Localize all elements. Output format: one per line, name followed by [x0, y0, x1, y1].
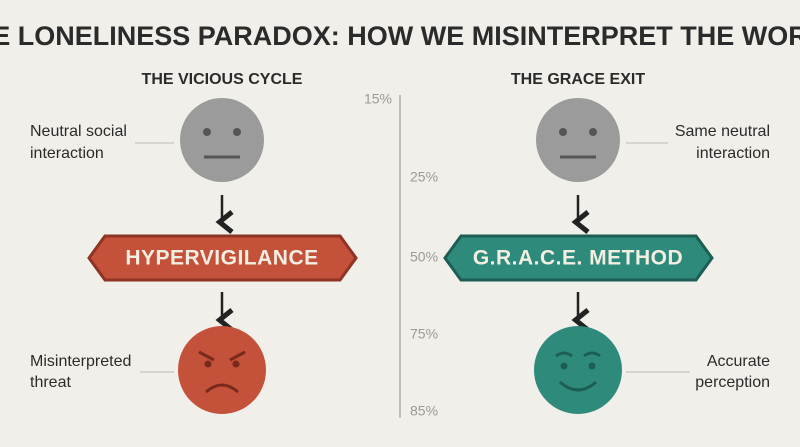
- mouth: [205, 383, 239, 394]
- scale-label: 85%: [410, 403, 438, 419]
- banner-text: G.R.A.C.E. METHOD: [473, 247, 683, 270]
- scale-label: 15%: [364, 91, 392, 107]
- banner-text: HYPERVIGILANCE: [125, 247, 318, 270]
- eye: [232, 360, 240, 368]
- bottom-label: Misinterpreted: [30, 353, 131, 370]
- bottom-label: perception: [695, 374, 770, 391]
- brows: [555, 351, 601, 358]
- eye: [588, 362, 596, 370]
- title: THE LONELINESS PARADOX: HOW WE MISINTERP…: [0, 21, 800, 51]
- heading: THE GRACE EXIT: [511, 71, 645, 88]
- neutral-face: [536, 98, 620, 182]
- eye: [560, 362, 568, 370]
- top-label: interaction: [30, 145, 104, 162]
- eye: [559, 128, 567, 136]
- scale-label: 50%: [410, 249, 438, 265]
- scale-label: 25%: [410, 169, 438, 185]
- banner: [87, 234, 358, 282]
- angry-face: [178, 326, 266, 414]
- neutral-face: [180, 98, 264, 182]
- eye: [204, 360, 212, 368]
- bottom-label: threat: [30, 374, 71, 391]
- eye: [233, 128, 241, 136]
- heading: THE VICIOUS CYCLE: [142, 71, 303, 88]
- eye: [589, 128, 597, 136]
- banner: [443, 234, 714, 282]
- scale-label: 75%: [410, 326, 438, 342]
- eye: [203, 128, 211, 136]
- mouth: [559, 380, 597, 392]
- top-label: interaction: [696, 145, 770, 162]
- brows: [198, 350, 246, 362]
- top-label: Same neutral: [675, 123, 770, 140]
- bottom-label: Accurate: [707, 353, 770, 370]
- top-label: Neutral social: [30, 123, 127, 140]
- calm-face: [534, 326, 622, 414]
